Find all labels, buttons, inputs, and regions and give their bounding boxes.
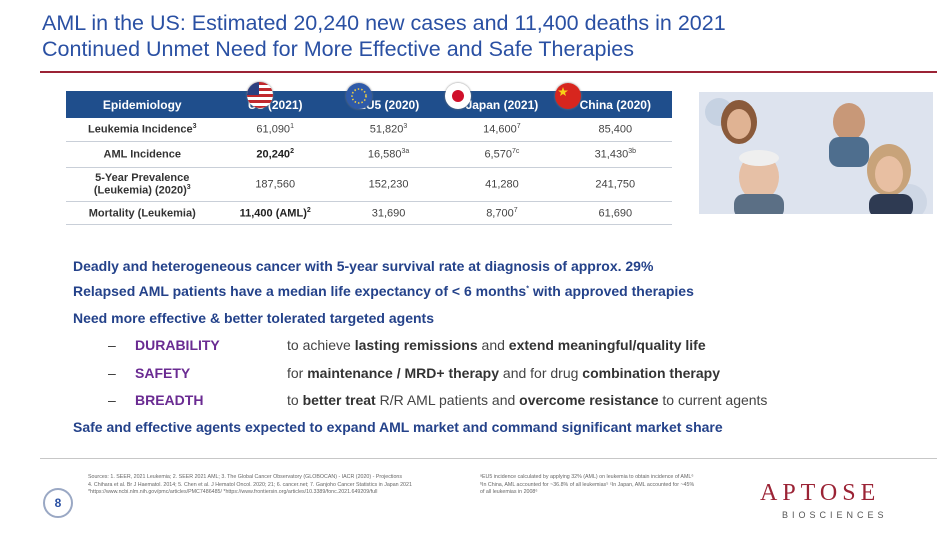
page-number: 8 — [43, 488, 73, 518]
row-label: 5-Year Prevalence (Leukemia) (2020)3 — [66, 167, 219, 202]
title-divider — [40, 71, 937, 73]
table-cell: 41,280 — [445, 167, 559, 202]
title-line-2: Continued Unmet Need for More Effective … — [42, 37, 634, 61]
china-flag-icon — [555, 83, 581, 109]
row-label: Mortality (Leukemia) — [66, 201, 219, 225]
table-cell: 241,750 — [558, 167, 672, 202]
table-cell: 61,690 — [558, 201, 672, 225]
row-label: Leukemia Incidence3 — [66, 118, 219, 142]
japan-flag-icon — [445, 83, 471, 109]
biosciences-wordmark: BIOSCIENCES — [782, 510, 888, 520]
bullet-relapsed: Relapsed AML patients have a median life… — [73, 283, 694, 299]
bullet-need: Need more effective & better tolerated t… — [73, 310, 434, 326]
table-cell: 6,5707c — [445, 141, 559, 168]
patients-photo — [699, 92, 933, 214]
eu-flag-icon — [346, 83, 372, 109]
table-cell: 31,690 — [331, 201, 446, 225]
sources-footnote: Sources: 1. SEER, 2021 Leukemia; 2. SEER… — [88, 474, 412, 495]
table-cell: 51,8203 — [331, 118, 446, 142]
table-cell: 152,230 — [331, 167, 446, 202]
table-row: AML Incidence 20,2402 16,5803a 6,5707c 3… — [66, 141, 672, 168]
table-cell: 61,0901 — [218, 118, 332, 142]
table-row: 5-Year Prevalence (Leukemia) (2020)3 187… — [66, 167, 672, 202]
table-cell: 11,400 (AML)2 — [218, 201, 332, 225]
header-us: US (2021) — [218, 91, 332, 118]
us-flag-icon — [247, 82, 273, 108]
table-cell: 8,7007 — [445, 201, 559, 225]
epidemiology-table: Epidemiology US (2021) EU5 (2020) Japan … — [66, 91, 672, 225]
table-row: Leukemia Incidence3 61,0901 51,8203 14,6… — [66, 118, 672, 142]
footer-divider — [40, 458, 937, 459]
notes-footnote: ᵃEU5 incidence calculated by applying 32… — [480, 474, 695, 495]
table-cell: 187,560 — [218, 167, 332, 202]
table-cell: 20,2402 — [218, 141, 332, 168]
bullet-market: Safe and effective agents expected to ex… — [73, 419, 723, 435]
table-cell: 16,5803a — [331, 141, 446, 168]
header-epidemiology: Epidemiology — [66, 91, 219, 118]
row-label: AML Incidence — [66, 141, 219, 168]
bullet-survival: Deadly and heterogeneous cancer with 5-y… — [73, 258, 654, 274]
table-cell: 31,4303b — [558, 141, 672, 168]
aptose-logo: APTOSE — [760, 480, 881, 506]
table-cell: 85,400 — [558, 118, 672, 142]
slide-title: AML in the US: Estimated 20,240 new case… — [42, 10, 726, 62]
table-cell: 14,6007 — [445, 118, 559, 142]
table-row: Mortality (Leukemia) 11,400 (AML)2 31,69… — [66, 201, 672, 225]
title-line-1: AML in the US: Estimated 20,240 new case… — [42, 11, 726, 35]
